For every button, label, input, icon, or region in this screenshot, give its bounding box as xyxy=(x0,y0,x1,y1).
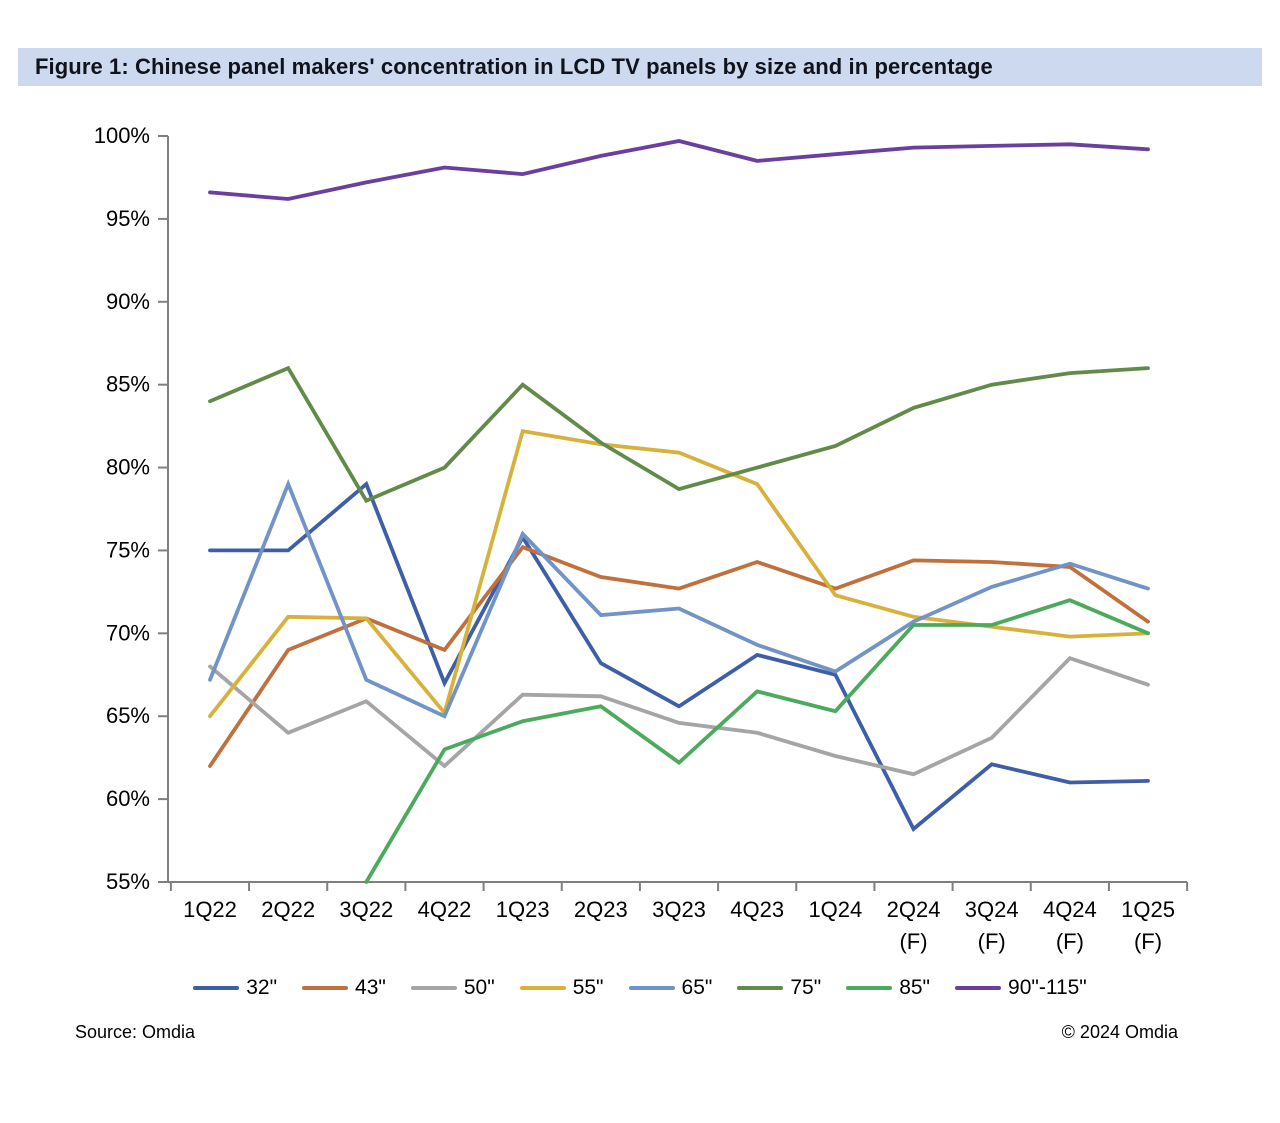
source-text: Source: Omdia xyxy=(75,1022,196,1042)
x-tick-label: 1Q25 xyxy=(1121,897,1175,922)
legend-item-55in: 55" xyxy=(519,976,604,1000)
x-tick-label-forecast: (F) xyxy=(1056,929,1084,954)
legend-swatch xyxy=(302,986,349,990)
series-line-85in xyxy=(364,598,1150,884)
x-tick-label-forecast: (F) xyxy=(978,929,1006,954)
x-tick-label: 4Q24 xyxy=(1043,897,1097,922)
series-line-50in xyxy=(208,656,1150,777)
x-tick-label: 2Q22 xyxy=(261,897,315,922)
y-tick-label: 60% xyxy=(106,786,150,811)
x-tick-label-forecast: (F) xyxy=(899,929,927,954)
y-tick-label: 90% xyxy=(106,289,150,314)
y-tick-label: 80% xyxy=(106,455,150,480)
x-tick-label: 1Q22 xyxy=(183,897,237,922)
legend-item-50in: 50" xyxy=(410,976,495,1000)
y-tick-label: 95% xyxy=(106,206,150,231)
y-tick-label: 75% xyxy=(106,537,150,562)
series-line-75in xyxy=(208,365,1150,504)
copyright-text: © 2024 Omdia xyxy=(1061,1022,1178,1042)
x-tick-label: 3Q24 xyxy=(965,897,1019,922)
legend-label: 65" xyxy=(681,976,713,999)
legend-swatch xyxy=(628,986,675,990)
legend-label: 50" xyxy=(463,976,495,999)
legend-label: 55" xyxy=(572,976,604,999)
figure-title-bar: Figure 1: Chinese panel makers' concentr… xyxy=(18,48,1262,86)
legend-label: 32" xyxy=(246,976,278,999)
legend-swatch xyxy=(846,986,893,990)
x-tick-label: 1Q24 xyxy=(808,897,862,922)
x-tick-label: 1Q23 xyxy=(496,897,550,922)
x-tick-label: 2Q23 xyxy=(574,897,628,922)
legend-swatch xyxy=(193,986,240,990)
legend-swatch xyxy=(737,986,784,990)
legend-swatch xyxy=(410,986,457,990)
legend-item-43in: 43" xyxy=(302,976,386,1000)
legend-swatch xyxy=(519,986,566,990)
legend-label: 75" xyxy=(790,976,822,999)
legend-label: 43" xyxy=(355,976,386,999)
y-tick-label: 85% xyxy=(106,372,150,397)
y-tick-label: 55% xyxy=(106,869,150,894)
figure-title: Figure 1: Chinese panel makers' concentr… xyxy=(35,54,993,79)
series-line-65in xyxy=(208,478,1150,719)
legend-swatch xyxy=(955,986,1002,990)
legend-item-65in: 65" xyxy=(628,976,713,1000)
x-tick-label: 3Q22 xyxy=(339,897,393,922)
legend-item-90-115in: 90"-115" xyxy=(955,976,1087,1000)
chart-legend: 32" 43" 50" 55" 65" 75" 85" 90"-115" xyxy=(40,970,1240,1006)
x-tick-label: 4Q22 xyxy=(418,897,472,922)
series-line-32in xyxy=(208,480,1150,832)
x-tick-label-forecast: (F) xyxy=(1134,929,1162,954)
legend-item-85in: 85" xyxy=(846,976,930,1000)
legend-item-32in: 32" xyxy=(193,976,277,1000)
x-tick-label: 4Q23 xyxy=(730,897,784,922)
x-tick-label: 2Q24 xyxy=(887,897,941,922)
legend-item-75in: 75" xyxy=(737,976,821,1000)
y-tick-label: 65% xyxy=(106,703,150,728)
y-tick-label: 100% xyxy=(94,123,150,148)
legend-label: 85" xyxy=(899,976,931,999)
series-line-43in xyxy=(208,544,1150,768)
y-tick-label: 70% xyxy=(106,620,150,645)
x-tick-label: 3Q23 xyxy=(652,897,706,922)
series-line-90-115in xyxy=(208,139,1150,201)
legend-label: 90"-115" xyxy=(1008,976,1087,999)
